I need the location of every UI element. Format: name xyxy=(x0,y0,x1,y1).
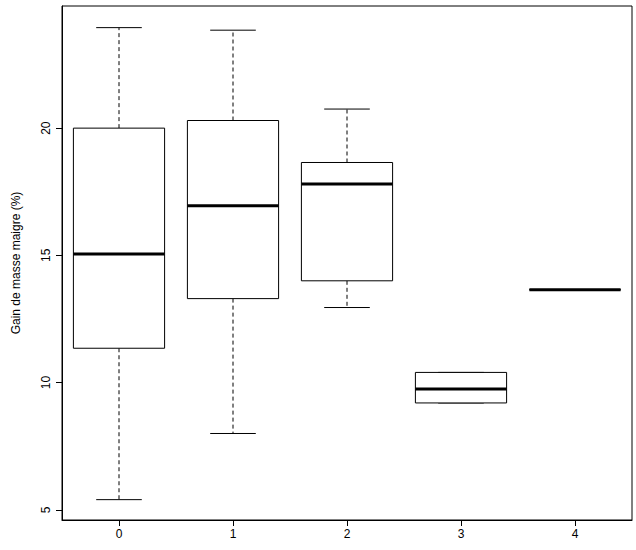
svg-text:2: 2 xyxy=(344,527,351,541)
svg-text:Gain de masse maigre (%): Gain de masse maigre (%) xyxy=(9,192,23,335)
svg-text:20: 20 xyxy=(39,121,53,135)
svg-text:0: 0 xyxy=(116,527,123,541)
svg-text:1: 1 xyxy=(230,527,237,541)
svg-text:10: 10 xyxy=(39,376,53,390)
svg-text:15: 15 xyxy=(39,248,53,262)
svg-text:4: 4 xyxy=(572,527,579,541)
svg-text:5: 5 xyxy=(39,506,53,513)
svg-text:3: 3 xyxy=(458,527,465,541)
